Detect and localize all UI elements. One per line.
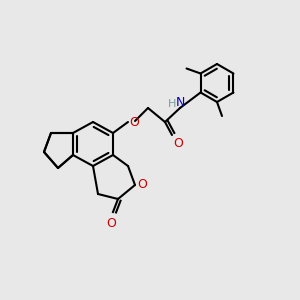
Text: O: O — [137, 178, 147, 191]
Text: N: N — [175, 97, 185, 110]
Text: O: O — [106, 217, 116, 230]
Text: O: O — [173, 137, 183, 150]
Text: H: H — [168, 99, 176, 109]
Text: O: O — [129, 116, 139, 128]
